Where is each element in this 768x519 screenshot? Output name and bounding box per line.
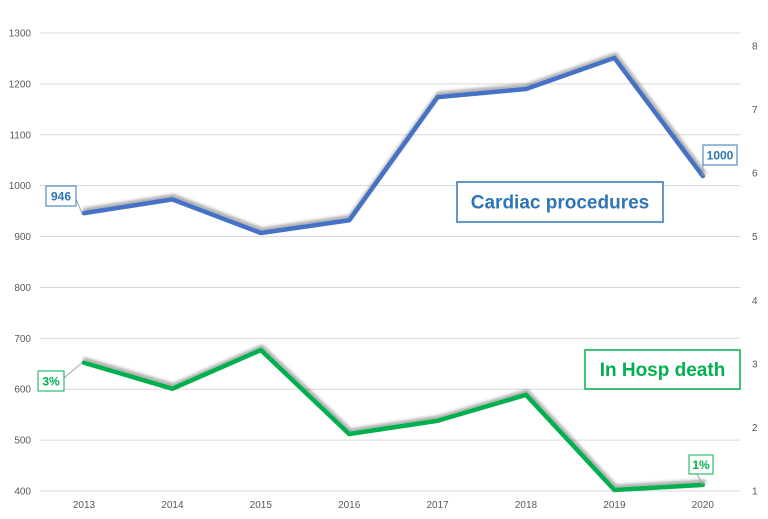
data-point xyxy=(436,95,440,99)
x-tick-label: 2017 xyxy=(426,500,449,511)
cardiac-start-callout-box xyxy=(45,185,77,207)
x-tick-label: 2020 xyxy=(692,500,715,511)
series-label-cardiac-procedures-box xyxy=(456,181,664,223)
series-label-cardiac-procedures: Cardiac procedures xyxy=(471,193,649,214)
data-point xyxy=(170,387,174,391)
left-tick-label: 400 xyxy=(14,487,31,498)
left-tick-label: 1200 xyxy=(9,79,32,90)
series-lines xyxy=(81,55,706,493)
right-tick-label: 5 xyxy=(752,232,758,243)
annotations: 946 1000 3% 1% xyxy=(37,144,738,486)
death-end-callout-leader xyxy=(696,473,704,486)
x-tick-label: 2015 xyxy=(250,500,273,511)
data-point xyxy=(524,393,528,397)
left-tick-label: 900 xyxy=(14,232,31,243)
data-point xyxy=(524,87,528,91)
cardiac-start-callout: 946 xyxy=(51,190,71,204)
data-point xyxy=(259,348,263,352)
data-point xyxy=(82,211,86,215)
x-axis: 2013 2014 2015 2016 2017 2018 2019 2020 xyxy=(73,500,714,511)
left-y-axis: 400 500 600 700 800 900 1000 1100 1200 1300 xyxy=(9,29,32,498)
series-label-in-hosp-death-box xyxy=(584,349,741,390)
gridlines xyxy=(40,32,740,492)
data-point xyxy=(347,432,351,436)
death-start-callout: 3% xyxy=(42,375,60,389)
left-tick-label: 600 xyxy=(14,385,31,396)
left-tick-label: 1000 xyxy=(9,181,32,192)
left-tick-label: 1300 xyxy=(9,29,32,40)
right-tick-label: 6 xyxy=(752,169,758,180)
data-point xyxy=(82,361,86,365)
cardiac-end-callout-box xyxy=(702,144,738,166)
right-tick-label: 4 xyxy=(752,296,758,307)
data-point xyxy=(612,56,616,60)
left-tick-label: 500 xyxy=(14,436,31,447)
right-tick-label: 8 xyxy=(752,42,758,53)
death-end-callout-box xyxy=(688,454,714,475)
data-point xyxy=(170,197,174,201)
right-tick-label: 7 xyxy=(752,105,758,116)
death-end-callout: 1% xyxy=(692,458,710,472)
death-start-callout-leader xyxy=(63,362,83,379)
data-point xyxy=(612,488,616,492)
x-tick-label: 2019 xyxy=(603,500,626,511)
series-line-1 xyxy=(81,347,706,493)
data-point xyxy=(436,419,440,423)
x-tick-label: 2014 xyxy=(161,500,184,511)
cardiac-end-callout: 1000 xyxy=(707,149,734,163)
data-point xyxy=(259,231,263,235)
left-tick-label: 1100 xyxy=(9,130,31,141)
series-line-0 xyxy=(81,55,706,236)
right-tick-label: 1 xyxy=(752,487,758,498)
data-point xyxy=(347,218,351,222)
series-label-in-hosp-death: In Hosp death xyxy=(600,360,726,381)
series-labels: Cardiac procedures In Hosp death xyxy=(456,181,741,390)
x-tick-label: 2018 xyxy=(515,500,538,511)
death-start-callout-box xyxy=(37,370,65,392)
x-tick-label: 2016 xyxy=(338,500,361,511)
right-tick-label: 3 xyxy=(752,359,758,370)
x-tick-label: 2013 xyxy=(73,500,96,511)
left-tick-label: 700 xyxy=(14,334,31,345)
right-y-axis: 1 2 3 4 5 6 7 8 xyxy=(752,42,758,498)
left-tick-label: 800 xyxy=(14,283,31,294)
right-tick-label: 2 xyxy=(752,423,758,434)
cardiac-start-callout-leader xyxy=(75,198,83,214)
